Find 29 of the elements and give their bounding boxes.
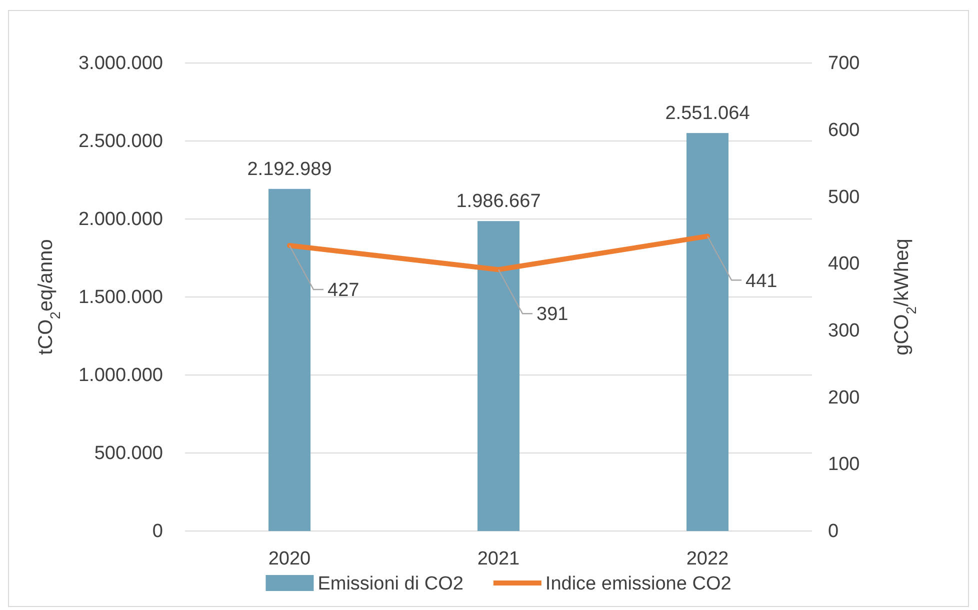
data-label: 427 [328,280,360,302]
y2-tick-label: 700 [828,53,860,74]
x-tick-label: 2020 [268,548,311,570]
y2-tick-label: 200 [828,387,860,408]
y2-tick-label: 600 [828,120,860,141]
data-label: 2.192.989 [247,158,332,180]
data-label: 2.551.064 [665,103,750,124]
data-label: 391 [536,304,568,326]
y2-tick-label: 300 [828,320,860,342]
y-tick-label: 500.000 [94,443,163,464]
legend-label: Emissioni di CO2 [318,574,464,595]
bar [478,221,520,531]
y2-tick-label: 400 [828,254,860,275]
y2-tick-label: 100 [828,454,860,476]
y2-tick-label: 500 [828,186,860,208]
data-label: 441 [746,270,778,292]
y-tick-label: 1.500.000 [78,287,163,308]
y-tick-label: 2.000.000 [78,209,163,230]
bar [686,133,728,531]
x-tick-label: 2022 [686,548,729,570]
x-tick-label: 2021 [477,548,520,570]
y-tick-label: 1.000.000 [78,365,163,386]
y2-tick-label: 0 [828,521,839,542]
data-label: 1.986.667 [456,191,541,212]
legend-label: Indice emissione CO2 [545,574,732,595]
y-tick-label: 0 [152,521,163,542]
bar [268,188,310,531]
y-tick-label: 2.500.000 [78,131,163,152]
y-tick-label: 3.000.000 [78,53,163,74]
